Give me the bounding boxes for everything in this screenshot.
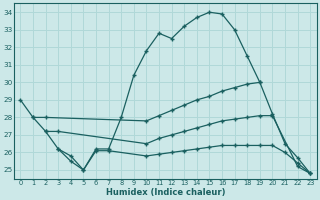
X-axis label: Humidex (Indice chaleur): Humidex (Indice chaleur) bbox=[106, 188, 225, 197]
